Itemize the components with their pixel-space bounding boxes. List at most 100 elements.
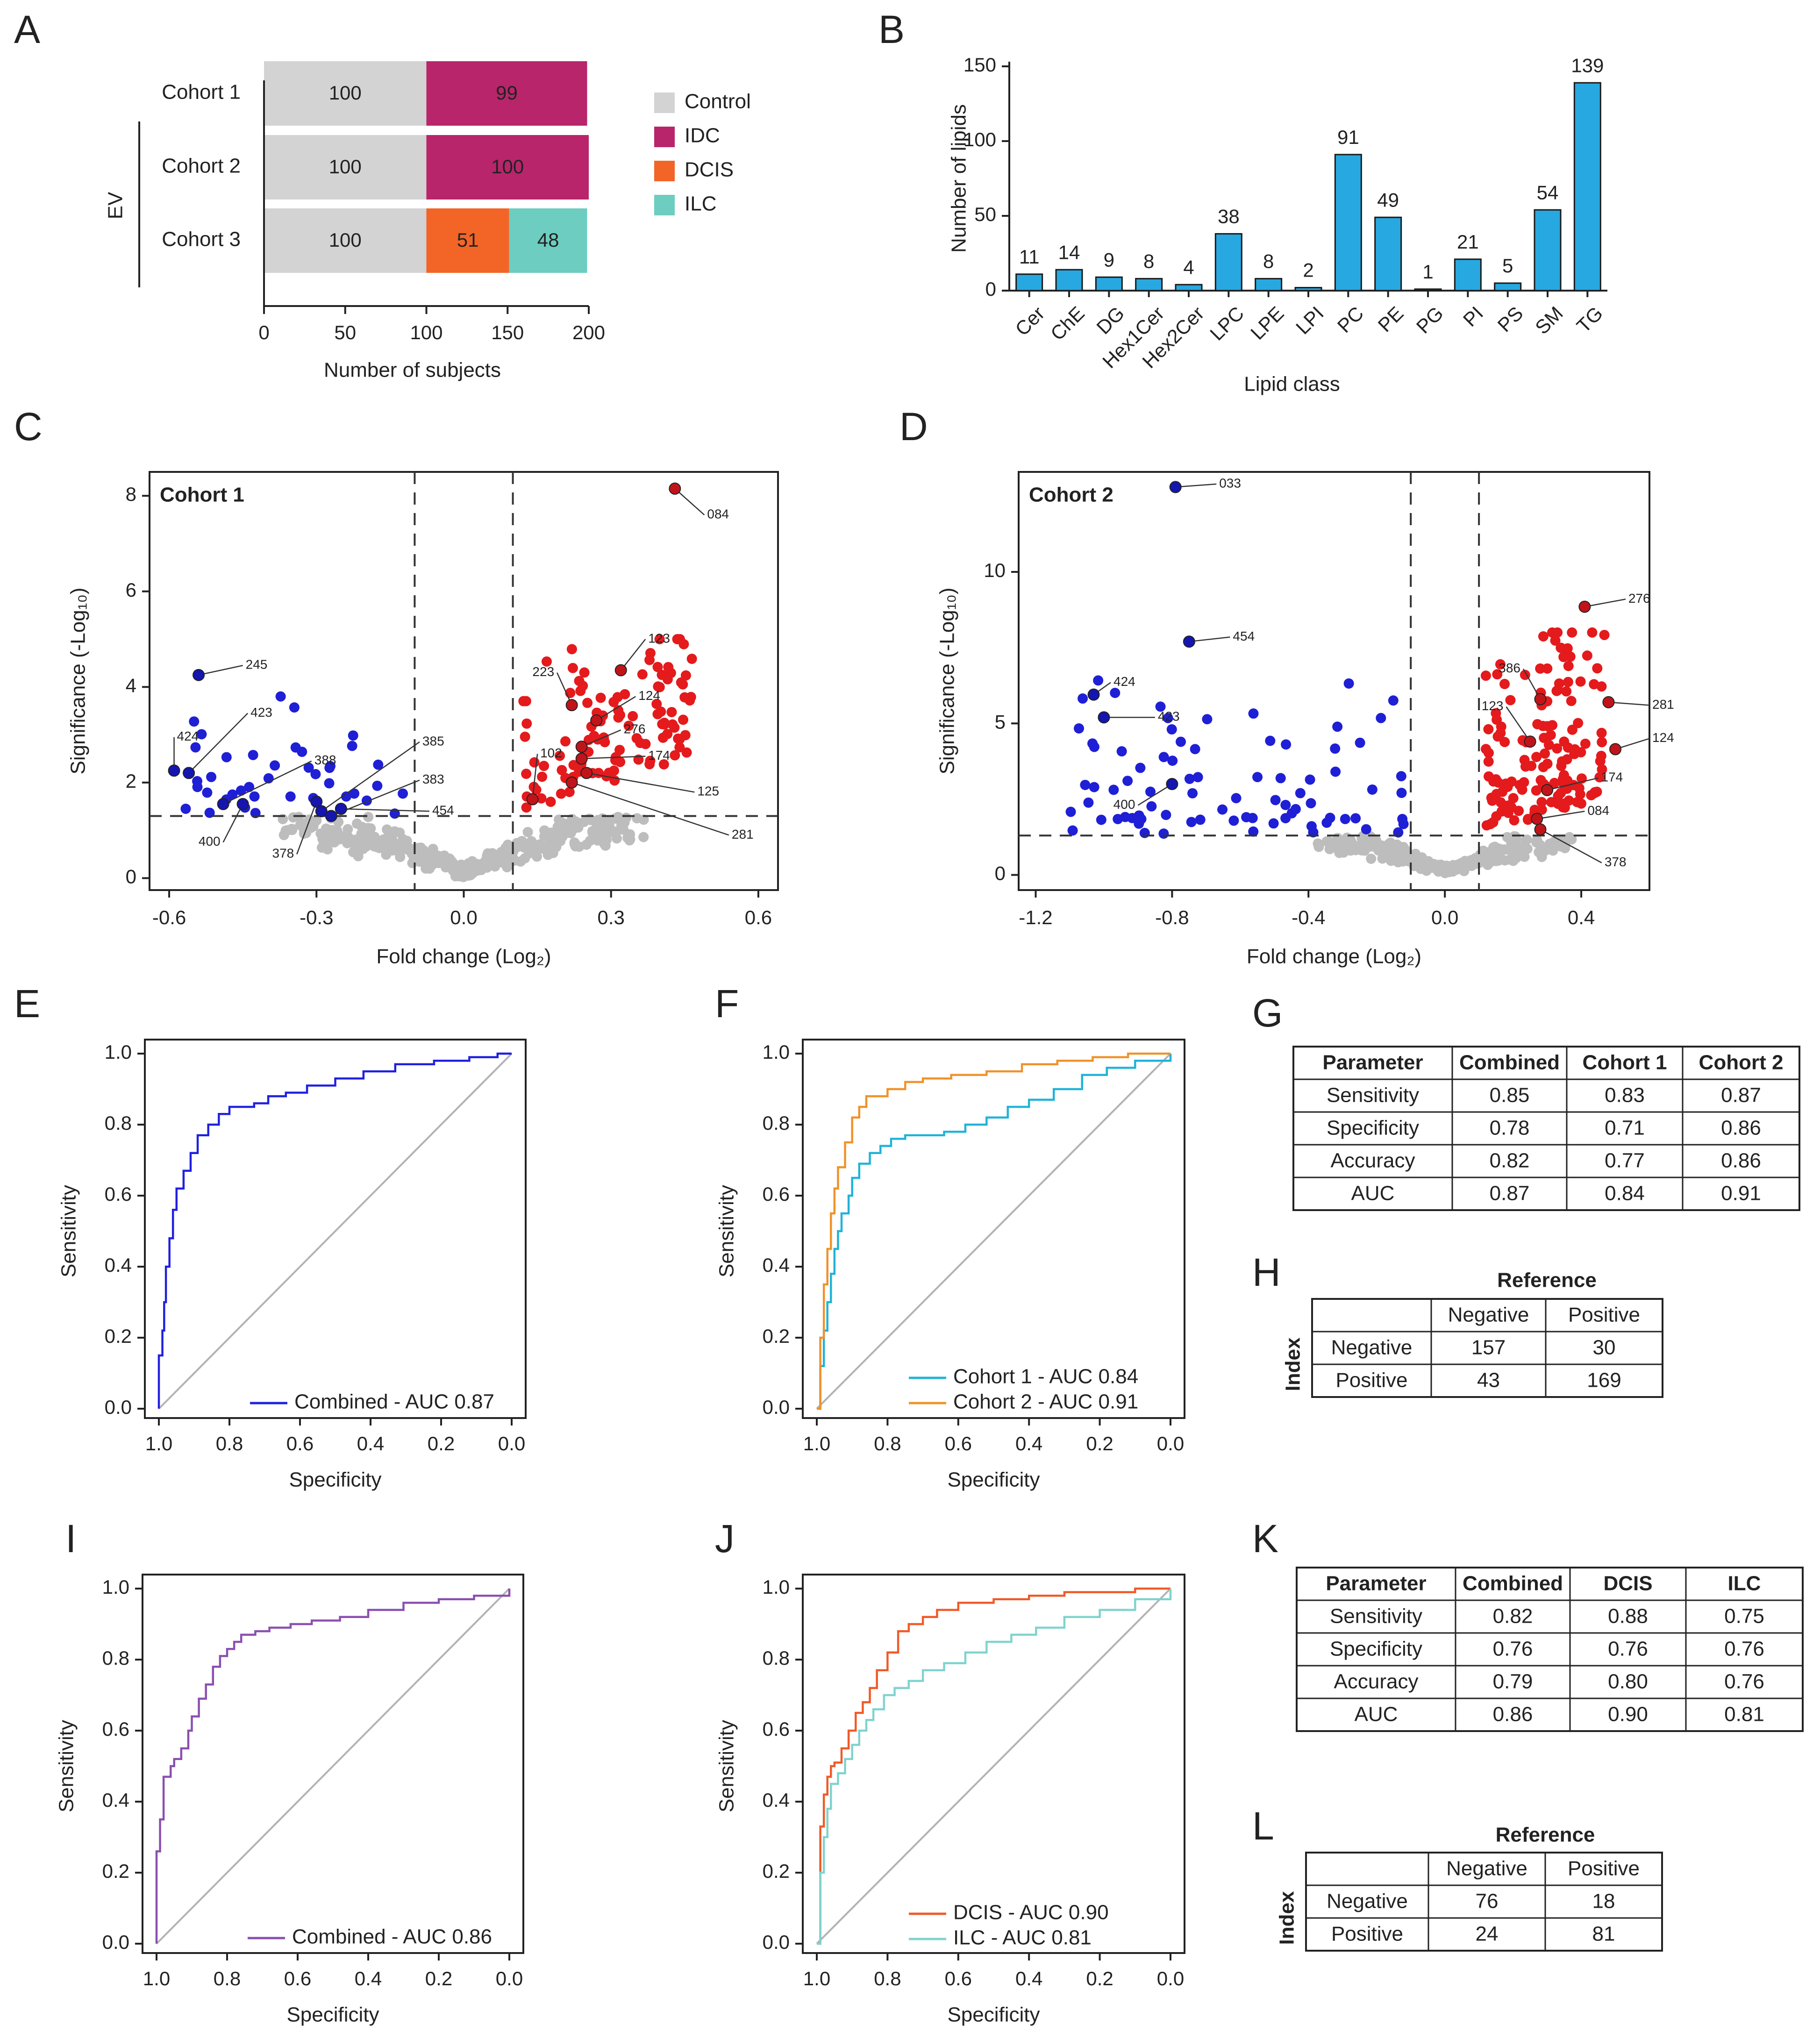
x-tick-label: 0.0 [450,906,477,928]
labeled-point-386 [1534,693,1547,706]
bar-pi [1454,258,1482,292]
point-label-423: 423 [1158,709,1180,724]
label-leader [581,756,646,759]
point-up [1499,678,1510,689]
point-up [1550,635,1561,646]
point-ns [1383,847,1394,857]
y-tick-label: 0.2 [102,1860,129,1882]
point-label-386: 386 [1499,661,1520,675]
roc-curve-1 [155,1589,511,1944]
y-tick-label: 50 [974,203,996,225]
point-label-123: 123 [1482,699,1504,713]
table-cell: AUC [1355,1703,1398,1726]
point-up [1514,779,1525,790]
bar-value-label: 99 [496,82,518,104]
point-down [1186,817,1197,827]
point-up [610,755,621,766]
table-cell: 0.79 [1493,1670,1533,1693]
point-label-383: 383 [422,772,444,786]
point-ns [1532,834,1542,845]
point-ns [343,824,353,834]
y-axis-title: Sensitivity [55,1720,78,1812]
chart-c: -0.6 -0.3 0.0 0.3 0.6 0 2 4 6 8 Fold change (Log₂)… [67,471,779,968]
roc-curve-1 [157,1052,512,1409]
plot-frame [144,1039,527,1419]
point-down [275,691,286,702]
x-tick-label: 0.6 [284,1968,311,1989]
x-tick-label: 0.8 [874,1433,901,1454]
point-up [1531,785,1542,796]
point-up [1542,758,1553,769]
labeled-point-245 [193,669,205,681]
point-ns [1566,834,1577,845]
point-up [582,698,593,708]
x-tick-label: 1.0 [803,1968,830,1989]
point-up [529,757,540,768]
point-ns [1548,836,1559,847]
table-cell: 0.85 [1490,1084,1530,1107]
category-label: PE [1374,302,1408,336]
labeled-point-424 [1087,688,1100,701]
point-up [1506,776,1517,787]
roc-curve-1 [817,1587,1171,1945]
x-tick-label: 0.6 [945,1433,972,1454]
point-ns [512,841,523,851]
category-label: Cer [1011,302,1049,340]
point-down [1065,806,1076,817]
point-up [541,656,552,667]
point-up [1597,737,1607,748]
x-axis-title: Number of subjects [324,359,501,382]
table-header-cell: Positive [1568,1304,1640,1326]
point-ns [607,827,618,838]
point-up [658,759,669,770]
point-down [1145,786,1156,797]
point-up [600,737,610,748]
label-leader [1137,783,1173,806]
label-leader [296,801,317,855]
point-label-124: 124 [1652,730,1674,745]
legend-swatch-idc [654,127,675,147]
point-down [1305,774,1315,785]
point-down [341,791,351,802]
point-ns [1521,834,1532,845]
chart-e: 1.0 1.0 0.8 0.8 0.6 0.6 0.4 0.4 0.2 0.2 0.0 0.0 Spec… [57,1039,527,1491]
label-leader [586,772,695,793]
point-down [1396,771,1406,782]
point-up [651,699,662,709]
bar-control-cohort-2 [264,135,427,200]
bar-control-cohort-3 [264,208,427,273]
table-header-cell: Parameter [1326,1572,1426,1595]
x-tick-label: 0.6 [945,1968,972,1989]
point-up [595,692,606,703]
point-down [1190,744,1200,755]
point-up [521,802,532,813]
table-cell: 0.84 [1605,1182,1645,1205]
panel-label-b: B [878,7,905,51]
point-ns [638,832,649,842]
point-ns [311,815,322,826]
labeled-point-033 [1169,481,1182,493]
point-up [666,707,677,718]
legend-swatch-control [654,93,675,113]
point-down [1087,738,1098,749]
point-up [675,634,685,644]
point-down [1332,721,1343,732]
legend-label-1: Cohort 1 - AUC 0.84 [953,1365,1138,1388]
point-ns [502,862,513,873]
point-ns [552,823,563,834]
x-tick-label: 1.0 [803,1433,830,1454]
point-down [1195,814,1206,825]
table-cell: Positive [1331,1923,1403,1946]
table-cell: 18 [1592,1890,1615,1913]
point-down [1396,787,1407,798]
labeled-point-383 [325,810,337,822]
panel-label-g: G [1252,991,1283,1035]
point-ns [499,849,509,860]
table-cell: Accuracy [1334,1670,1419,1693]
category-label: ChE [1046,302,1089,345]
point-down [1286,808,1297,819]
bar-dg [1095,276,1123,292]
point-up [614,745,625,756]
point-label-102: 102 [540,746,562,760]
point-down [1067,825,1078,836]
